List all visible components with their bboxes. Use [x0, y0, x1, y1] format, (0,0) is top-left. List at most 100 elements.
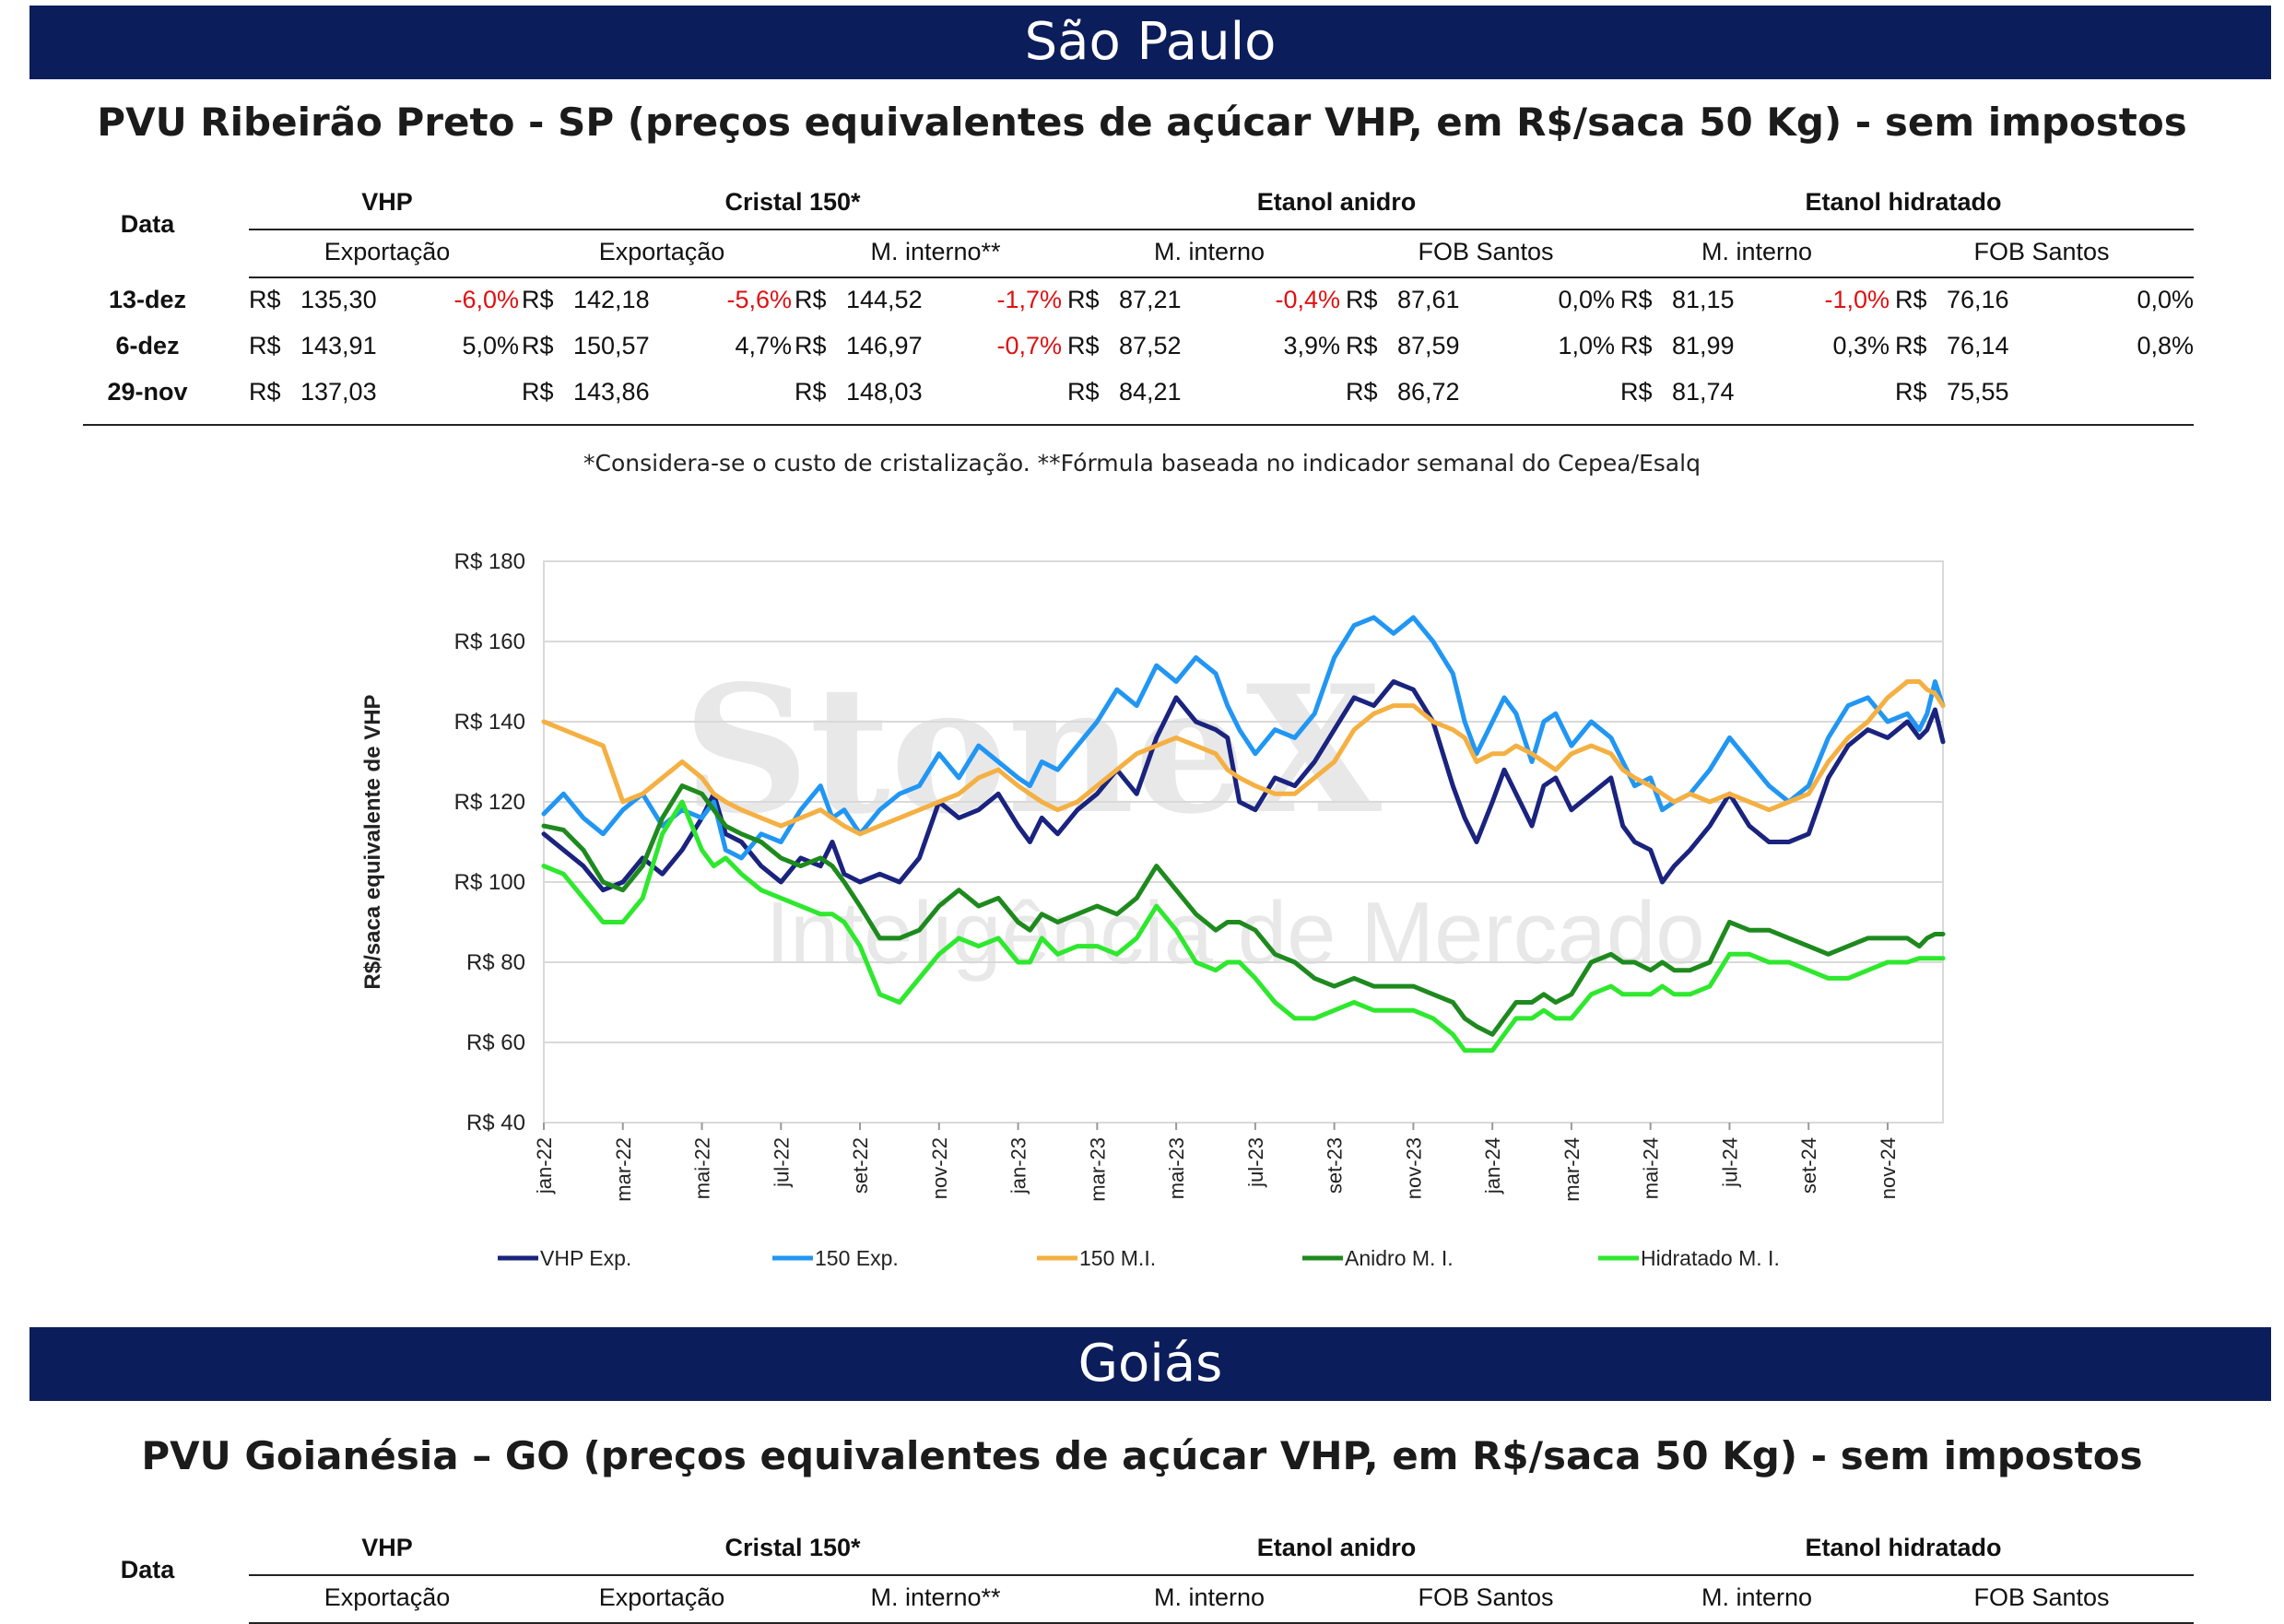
y-tick-label: R$ 40	[466, 1111, 525, 1136]
currency-label: R$	[1620, 378, 1653, 406]
x-tick-label: nov-23	[1402, 1137, 1425, 1199]
price-value: 146,97	[846, 332, 923, 359]
price-value: 135,30	[300, 286, 377, 313]
price-value: 148,03	[846, 378, 923, 406]
col-sub-header: M. interno	[1153, 238, 1266, 265]
price-value: 142,18	[573, 286, 650, 313]
x-tick-label: mar-22	[612, 1137, 635, 1202]
y-tick-label: R$ 100	[454, 870, 525, 895]
price-value: 81,99	[1672, 332, 1735, 359]
series-line-hidratado-m-i-	[541, 799, 1946, 1053]
table-title-sp: PVU Ribeirão Preto - SP (preços equivale…	[97, 100, 2187, 145]
col-header-data: Data	[120, 210, 175, 238]
price-value: 143,91	[300, 332, 377, 359]
y-tick-label: R$ 60	[466, 1030, 525, 1055]
col-group-header: Etanol hidratado	[1805, 188, 2002, 216]
currency-label: R$	[249, 286, 281, 313]
col-group-header: VHP	[361, 188, 413, 216]
col-group-header: Etanol anidro	[1256, 188, 1417, 216]
col-sub-header: Exportação	[598, 238, 725, 265]
x-tick-label: set-22	[849, 1137, 872, 1194]
pct-change: 0,0%	[1558, 286, 1615, 313]
price-value: 87,59	[1397, 332, 1460, 359]
price-value: 84,21	[1119, 378, 1182, 406]
currency-label: R$	[1346, 378, 1378, 406]
x-tick-label: mar-24	[1560, 1137, 1583, 1202]
section-banner-sao-paulo: São Paulo	[29, 6, 2271, 79]
price-value: 81,74	[1672, 378, 1735, 406]
currency-label: R$	[249, 332, 281, 359]
x-tick-label: jan-24	[1481, 1137, 1504, 1194]
col-sub-header: FOB Santos	[1973, 238, 2110, 265]
price-value: 76,14	[1947, 332, 2009, 359]
header-divider	[249, 1574, 2194, 1576]
series-line-anidro-m-i-	[541, 783, 1946, 1037]
pct-change: -0,4%	[1275, 286, 1340, 313]
x-tick-label: nov-24	[1877, 1137, 1900, 1199]
currency-label: R$	[1346, 332, 1378, 359]
subheader-divider	[249, 277, 2194, 278]
price-value: 81,15	[1672, 286, 1735, 313]
currency-label: R$	[522, 378, 554, 406]
x-tick-label: set-23	[1324, 1137, 1347, 1194]
y-tick-label: R$ 180	[454, 549, 525, 574]
col-sub-header: M. interno**	[870, 1583, 1001, 1611]
x-tick-label: jul-23	[1244, 1137, 1267, 1188]
currency-label: R$	[1620, 332, 1653, 359]
col-sub-header: FOB Santos	[1973, 1583, 2110, 1611]
row-date: 29-nov	[107, 378, 188, 406]
col-group-header: VHP	[361, 1534, 413, 1561]
y-tick-label: R$ 120	[454, 790, 525, 815]
currency-label: R$	[1895, 378, 1927, 406]
table-bottom-border	[83, 424, 2194, 426]
pct-change: 0,8%	[2137, 332, 2194, 359]
x-tick-label: jan-23	[1007, 1137, 1030, 1194]
col-sub-header: M. interno**	[870, 238, 1001, 265]
pct-change: -1,7%	[996, 286, 1062, 313]
series-line-150-m-i-	[541, 679, 1946, 837]
legend-label: 150 Exp.	[815, 1246, 899, 1270]
price-value: 143,86	[573, 378, 650, 406]
col-sub-header: FOB Santos	[1418, 238, 1554, 265]
currency-label: R$	[249, 378, 281, 406]
x-tick-label: mar-23	[1086, 1137, 1109, 1202]
footnote: *Considera-se o custo de cristalização. …	[583, 450, 1701, 477]
price-value: 150,57	[573, 332, 650, 359]
x-tick-label: mai-23	[1165, 1137, 1188, 1199]
pct-change: 0,0%	[2137, 286, 2194, 313]
currency-label: R$	[1067, 332, 1100, 359]
pct-change: -6,0%	[453, 286, 519, 313]
col-sub-header: M. interno	[1153, 1583, 1266, 1611]
price-value: 76,16	[1947, 286, 2009, 313]
pct-change: 0,3%	[1832, 332, 1890, 359]
currency-label: R$	[1346, 286, 1378, 313]
pct-change: 4,7%	[735, 332, 792, 359]
x-tick-label: jul-22	[770, 1137, 793, 1188]
legend-label: Hidratado M. I.	[1641, 1246, 1780, 1270]
legend-label: Anidro M. I.	[1345, 1246, 1454, 1270]
price-value: 137,03	[300, 378, 377, 406]
price-value: 87,61	[1397, 286, 1460, 313]
currency-label: R$	[522, 286, 554, 313]
row-date: 13-dez	[108, 286, 187, 313]
y-tick-label: R$ 80	[466, 950, 525, 975]
header-divider	[249, 229, 2194, 230]
watermark-text: Inteligência de Mercado	[765, 884, 1704, 983]
col-sub-header: M. interno	[1701, 1583, 1813, 1611]
price-value: 75,55	[1947, 378, 2009, 406]
y-tick-label: R$ 160	[454, 630, 525, 654]
x-tick-label: mai-22	[691, 1137, 714, 1199]
row-date: 6-dez	[115, 332, 180, 359]
y-tick-label: R$ 140	[454, 710, 525, 735]
currency-label: R$	[795, 332, 827, 359]
x-tick-label: jan-22	[533, 1137, 556, 1194]
currency-label: R$	[1067, 286, 1100, 313]
x-tick-label: set-24	[1797, 1137, 1820, 1194]
plot-area	[543, 560, 1944, 1124]
x-tick-label: jul-24	[1718, 1137, 1741, 1188]
col-sub-header: Exportação	[598, 1583, 725, 1611]
x-tick-label: nov-22	[928, 1137, 951, 1199]
currency-label: R$	[1067, 378, 1100, 406]
currency-label: R$	[1895, 286, 1927, 313]
